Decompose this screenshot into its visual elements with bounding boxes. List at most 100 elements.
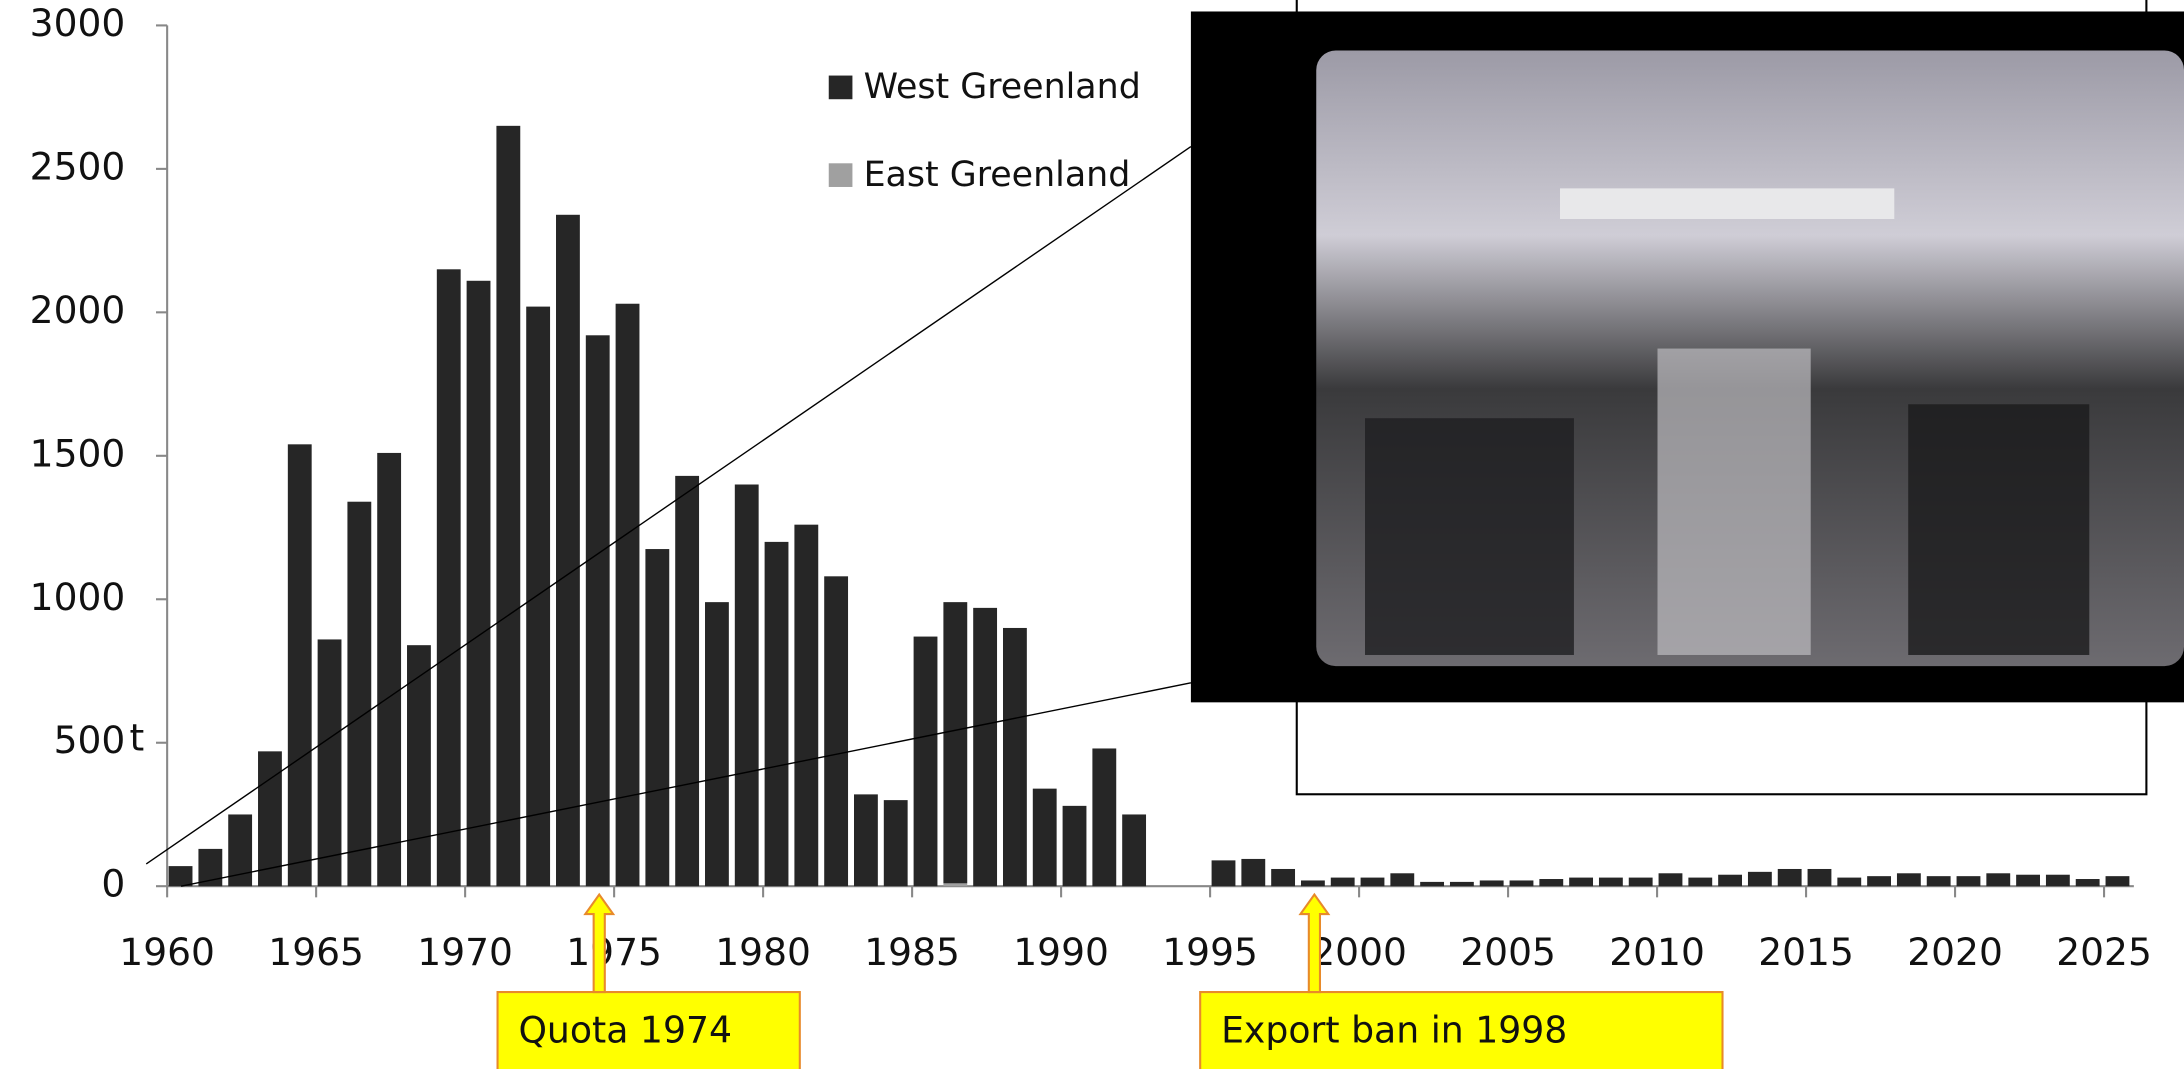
y-tick-label: 2000 bbox=[30, 288, 126, 332]
bar bbox=[1807, 868, 1832, 887]
bar bbox=[883, 800, 908, 887]
bar bbox=[1449, 881, 1474, 887]
video-overlay[interactable] bbox=[1190, 11, 2184, 703]
bar bbox=[1926, 876, 1951, 887]
bar bbox=[1509, 880, 1534, 887]
legend-label: West Greenland bbox=[864, 67, 1141, 107]
bar bbox=[466, 280, 491, 887]
bar bbox=[734, 484, 759, 887]
bar bbox=[1628, 877, 1653, 887]
bar bbox=[1271, 868, 1296, 887]
bar bbox=[287, 444, 312, 887]
annotation-text: Export ban in 1998 bbox=[1221, 1008, 1567, 1051]
bar bbox=[1956, 876, 1981, 887]
bar bbox=[556, 214, 580, 887]
bar bbox=[943, 883, 968, 887]
y-tick-label: 500 bbox=[54, 718, 126, 762]
bar bbox=[1330, 877, 1355, 887]
x-tick-label: 2005 bbox=[1460, 930, 1556, 974]
y-tick-label: 2500 bbox=[30, 144, 126, 188]
x-tick-label: 2000 bbox=[1311, 930, 1407, 974]
bar bbox=[2075, 879, 2100, 887]
bar bbox=[496, 125, 521, 887]
bar bbox=[764, 541, 789, 887]
bar bbox=[347, 501, 372, 887]
x-tick-label: 1965 bbox=[268, 930, 364, 974]
x-tick-label: 2010 bbox=[1609, 930, 1705, 974]
bar bbox=[526, 306, 551, 887]
bar bbox=[1002, 627, 1027, 887]
annotation-arrow bbox=[1298, 892, 1331, 994]
x-tick-label: 2025 bbox=[2056, 930, 2152, 974]
bar bbox=[1896, 873, 1921, 887]
bar bbox=[854, 794, 878, 887]
bar bbox=[1837, 877, 1862, 887]
bar bbox=[436, 269, 461, 887]
bar bbox=[1360, 877, 1385, 887]
annotation-text: Quota 1974 bbox=[518, 1008, 732, 1051]
video-detail bbox=[1908, 404, 2090, 655]
legend-label: East Greenland bbox=[864, 155, 1131, 195]
y-tick-label: 1000 bbox=[30, 575, 126, 619]
annotation-arrow bbox=[583, 892, 616, 994]
bar bbox=[1241, 858, 1266, 887]
bar bbox=[1986, 873, 2011, 887]
bar bbox=[705, 602, 729, 887]
y-tick-label: 0 bbox=[101, 862, 125, 906]
x-tick-label: 1980 bbox=[715, 930, 811, 974]
video-detail bbox=[1560, 188, 1895, 220]
bar bbox=[675, 475, 700, 887]
bar bbox=[1658, 873, 1683, 887]
video-detail bbox=[1657, 348, 1811, 655]
annotation-box bbox=[496, 991, 801, 1069]
bar bbox=[2045, 874, 2070, 887]
bar bbox=[794, 524, 819, 887]
bar bbox=[1092, 748, 1117, 887]
bar bbox=[1777, 868, 1802, 887]
y-unit: t bbox=[130, 715, 145, 759]
bar bbox=[377, 452, 402, 887]
bar bbox=[1718, 874, 1743, 887]
bar bbox=[1300, 880, 1325, 887]
bar bbox=[615, 303, 640, 887]
bar bbox=[1211, 860, 1236, 887]
bar bbox=[1122, 814, 1147, 887]
legend-swatch bbox=[828, 163, 853, 187]
y-tick-label: 3000 bbox=[30, 1, 126, 45]
bar bbox=[1539, 879, 1564, 887]
bar bbox=[2105, 876, 2130, 887]
x-tick-label: 1970 bbox=[417, 930, 513, 974]
x-tick-label: 1960 bbox=[119, 930, 215, 974]
video-detail bbox=[1365, 418, 1574, 655]
bar bbox=[1569, 877, 1594, 887]
bar bbox=[1598, 877, 1623, 887]
x-tick-label: 2020 bbox=[1907, 930, 2003, 974]
bar bbox=[1420, 881, 1445, 887]
annotation-box bbox=[1199, 991, 1724, 1069]
bar bbox=[1062, 805, 1087, 887]
x-tick-label: 1995 bbox=[1162, 930, 1258, 974]
zoom-line bbox=[145, 146, 1192, 865]
plot-area: 0 500 1000 1500 2000 2500 3000 t 1960 1965 1970 197… bbox=[30, 1, 2152, 1069]
bar bbox=[228, 814, 253, 887]
bar bbox=[1867, 876, 1891, 887]
bar bbox=[168, 866, 193, 887]
legend-swatch bbox=[828, 75, 853, 100]
bar bbox=[913, 636, 938, 887]
bar bbox=[1479, 880, 1504, 887]
bar bbox=[317, 639, 342, 887]
bar bbox=[585, 335, 610, 887]
x-tick-label: 2015 bbox=[1758, 930, 1854, 974]
x-tick-label: 1975 bbox=[566, 930, 662, 974]
zoom-line bbox=[180, 682, 1192, 887]
x-tick-label: 1985 bbox=[864, 930, 960, 974]
bar bbox=[973, 607, 998, 887]
bar bbox=[2016, 874, 2040, 887]
bar bbox=[645, 549, 670, 887]
bar bbox=[407, 645, 431, 887]
bar bbox=[1390, 873, 1415, 887]
bar bbox=[1688, 877, 1713, 887]
bar bbox=[1032, 788, 1057, 887]
bar bbox=[943, 602, 968, 884]
